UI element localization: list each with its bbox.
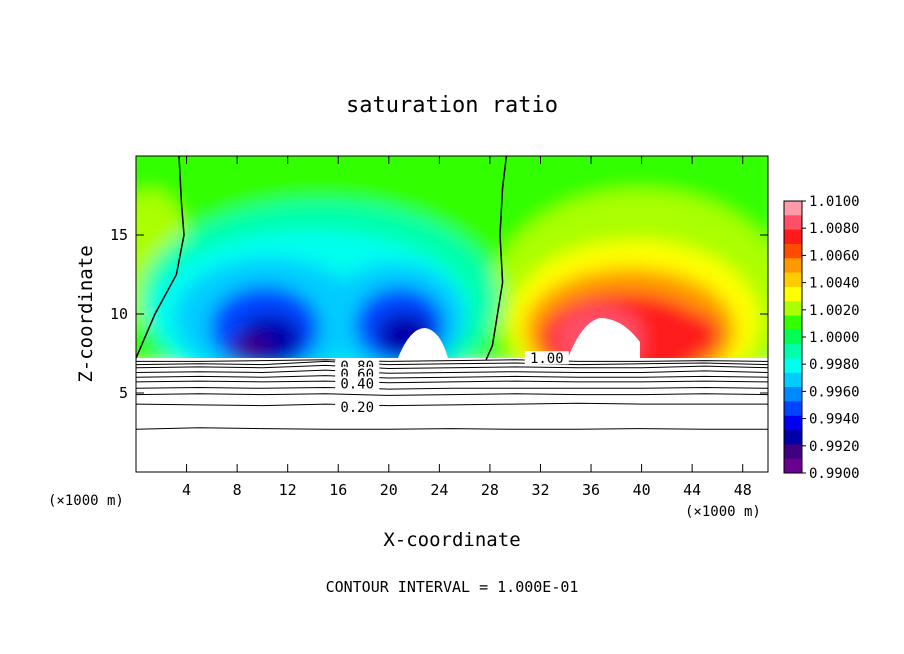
colorbar-tick-label: 1.0020 — [809, 303, 860, 319]
contour-interval-footer: CONTOUR INTERVAL = 1.000E-01 — [326, 578, 579, 596]
colorbar-swatch — [784, 229, 802, 245]
colorbar-swatch — [784, 315, 802, 331]
colorbar-swatch — [784, 258, 802, 274]
x-axis-label: X-coordinate — [383, 529, 520, 551]
contour-line — [136, 380, 768, 384]
contour-line — [136, 369, 768, 374]
colorbar-tick-label: 1.0100 — [809, 194, 860, 210]
y-axis-label: Z-coordinate — [75, 245, 97, 382]
unity-contour — [485, 156, 508, 361]
colorbar-tick-label: 1.0080 — [809, 221, 860, 237]
colorbar-swatch — [784, 301, 802, 317]
contour-label-bg — [335, 376, 380, 390]
colorbar-swatch — [784, 387, 802, 402]
colorbar-swatch — [784, 329, 802, 345]
y-axis-ticks: 5 10 15 — [110, 226, 768, 402]
contour-label-bg — [335, 400, 380, 414]
contour-label: 0.20 — [340, 400, 374, 416]
x-tick-label: 48 — [734, 481, 752, 499]
y-tick-label: 10 — [110, 305, 128, 323]
colorbar-swatch — [784, 458, 802, 474]
colorbar-tick-label: 1.0040 — [809, 276, 860, 292]
x-tick-label: 8 — [233, 481, 242, 499]
colorbar-tick-label: 0.9920 — [809, 439, 860, 455]
x-tick-label: 40 — [633, 481, 651, 499]
x-tick-label: 12 — [279, 481, 297, 499]
contour-line — [136, 402, 768, 407]
colorbar-swatch — [784, 415, 802, 431]
chart-title: saturation ratio — [346, 93, 558, 118]
x-tick-label: 36 — [582, 481, 600, 499]
colorbar-labels: 1.0100 1.0080 1.0060 1.0040 1.0020 1.0000 0.99… — [802, 194, 860, 482]
colorbar-swatch — [784, 372, 802, 388]
x-unit-right: (×1000 m) — [685, 504, 761, 520]
x-tick-label: 20 — [380, 481, 398, 499]
contour-label-bg — [524, 351, 569, 365]
y-tick-label: 15 — [110, 226, 128, 244]
contour-labels: 1.000.800.600.400.20 — [335, 351, 569, 416]
contour-line — [136, 386, 768, 390]
contour-line — [136, 427, 768, 430]
x-tick-label: 24 — [430, 481, 448, 499]
colorbar-swatch — [784, 358, 802, 374]
y-tick-label: 5 — [119, 384, 128, 402]
colorbar-swatch — [784, 243, 802, 259]
colorbar-tick-label: 0.9900 — [809, 466, 860, 482]
colorbar-swatch — [784, 344, 802, 359]
colorbar-tick-label: 1.0000 — [809, 330, 860, 346]
colorbar-swatch — [784, 272, 802, 288]
contour-line — [136, 360, 768, 366]
colorbar — [783, 200, 803, 474]
contour-line — [136, 359, 768, 362]
contour-label: 1.00 — [530, 351, 564, 367]
contour-line — [136, 393, 768, 396]
x-tick-label: 16 — [329, 481, 347, 499]
colorbar-swatch — [784, 430, 802, 445]
saturation-field — [136, 156, 768, 472]
x-unit-left: (×1000 m) — [48, 493, 124, 509]
colorbar-swatch — [784, 215, 802, 231]
contour-label: 0.40 — [340, 377, 374, 393]
colorbar-tick-label: 0.9940 — [809, 412, 860, 428]
colorbar-tick-label: 0.9980 — [809, 357, 860, 373]
colorbar-tick-label: 1.0060 — [809, 248, 860, 264]
x-tick-label: 28 — [481, 481, 499, 499]
x-tick-label: 4 — [182, 481, 191, 499]
x-tick-label: 32 — [531, 481, 549, 499]
x-axis-ticks: 4 8 12 16 20 24 28 32 36 40 44 48 — [182, 156, 752, 499]
colorbar-swatch — [784, 444, 802, 460]
unity-contour — [136, 156, 185, 359]
colorbar-tick-label: 0.9960 — [809, 384, 860, 400]
colorbar-swatch — [784, 401, 802, 417]
contour-lines — [136, 156, 768, 430]
contour-line — [136, 364, 768, 370]
x-tick-label: 44 — [683, 481, 701, 499]
contour-line — [136, 375, 768, 379]
colorbar-swatch — [784, 201, 802, 216]
colorbar-swatch — [784, 286, 802, 302]
